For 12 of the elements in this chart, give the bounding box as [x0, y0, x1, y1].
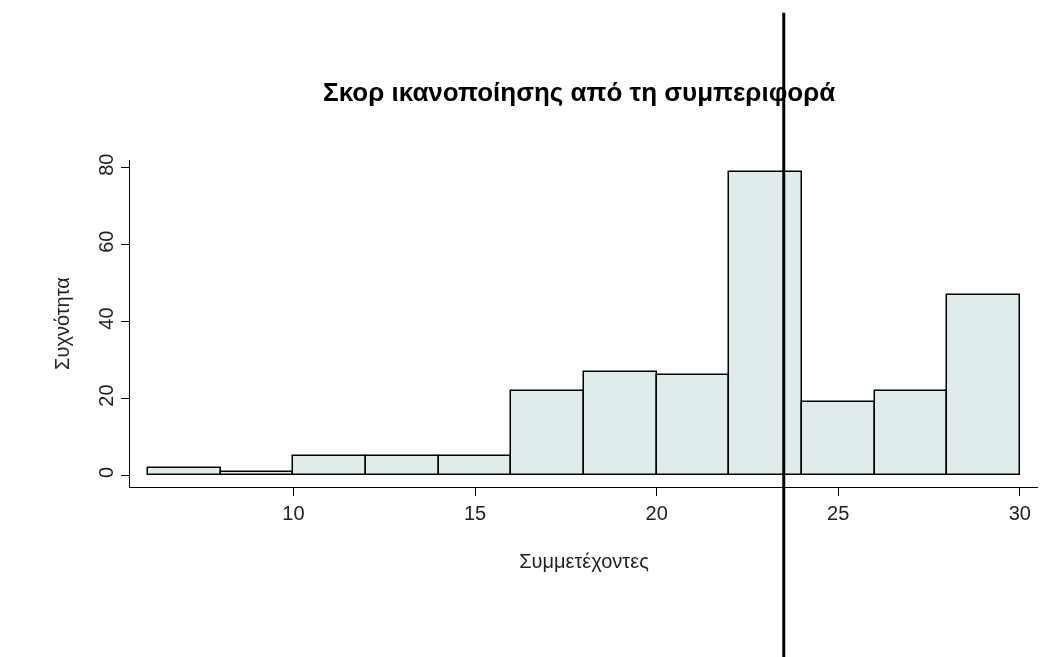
x-tick-label: 15	[463, 502, 487, 524]
y-tick-label: 80	[95, 153, 117, 176]
y-axis-title: Συχνότητα	[50, 277, 73, 370]
y-tick-label: 40	[95, 307, 117, 330]
x-tick-label: 20	[645, 502, 668, 524]
x-tick-label: 30	[1008, 502, 1031, 524]
x-tick-label: 25	[827, 502, 850, 524]
y-tick-label: 0	[95, 466, 117, 479]
y-tick-label: 20	[95, 384, 117, 407]
x-tick-label: 10	[282, 502, 305, 524]
y-tick-label: 60	[95, 230, 117, 253]
x-axis-title: Συμμετέχοντες	[519, 549, 650, 572]
